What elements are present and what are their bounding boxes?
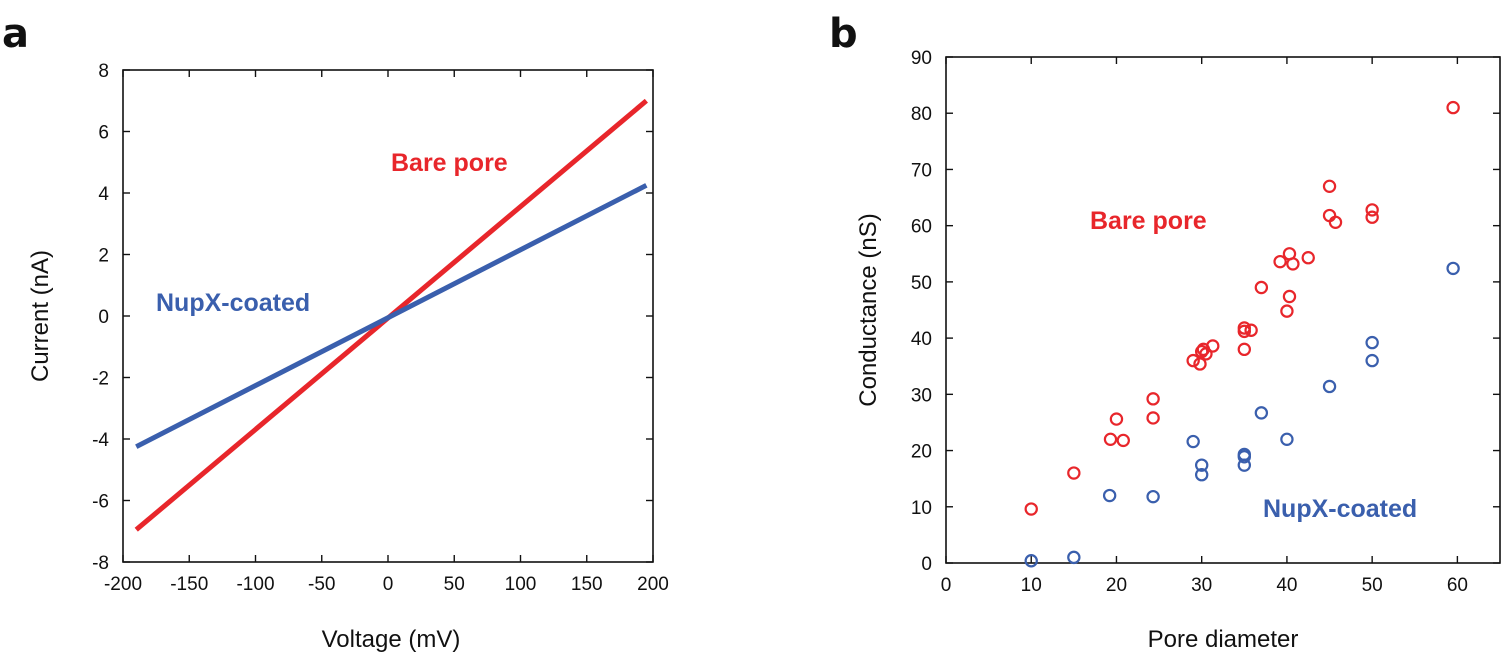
x-tick-label-0: -50 [308, 574, 335, 595]
data-point-nupx-coated [1237, 458, 1252, 472]
data-point-nupx-coated [1194, 468, 1209, 482]
y-axis-title-b: Conductance (nS) [855, 213, 882, 406]
data-point-nupx-coated [1186, 434, 1200, 449]
x-tick-label-0: 100 [505, 574, 537, 595]
y-tick-label-0: -8 [92, 553, 109, 574]
data-point-bare-pore [1103, 432, 1118, 447]
y-tick-label-1: 0 [921, 554, 932, 575]
data-point-nupx-coated [1446, 261, 1460, 276]
x-tick-label-0: 0 [383, 574, 394, 595]
x-tick-label-0: -200 [104, 574, 142, 595]
data-point-nupx-coated [1365, 353, 1379, 368]
data-point-bare-pore [1146, 411, 1160, 425]
data-point-bare-pore [1186, 353, 1200, 368]
x-axis-title-b: Pore diameter [1148, 626, 1299, 653]
data-point-bare-pore [1193, 357, 1207, 371]
data-point-bare-pore [1365, 210, 1379, 224]
y-tick-label-1: 70 [911, 160, 932, 181]
y-axis-title-a: Current (nA) [27, 250, 54, 382]
data-point-bare-pore [1109, 412, 1124, 426]
series-line-nupx-coated [135, 183, 648, 449]
series-label-nupx-coated-a: NupX-coated [156, 289, 310, 317]
series-label-nupx-coated-b: NupX-coated [1263, 495, 1417, 523]
x-tick-label-0: 50 [444, 574, 465, 595]
data-point-nupx-coated [1102, 488, 1117, 503]
data-point-bare-pore [1365, 203, 1379, 217]
data-point-nupx-coated [1194, 458, 1209, 472]
y-tick-label-1: 30 [911, 385, 932, 406]
x-tick-label-1: 60 [1447, 575, 1468, 596]
x-tick-label-0: 150 [571, 574, 603, 595]
series-label-bare-pore-a: Bare pore [391, 149, 508, 177]
y-tick-label-1: 90 [911, 48, 932, 69]
data-point-nupx-coated [1067, 550, 1081, 565]
data-point-bare-pore [1146, 392, 1160, 406]
y-tick-label-0: -4 [92, 430, 109, 451]
data-point-bare-pore [1067, 466, 1081, 480]
y-tick-label-0: 0 [98, 307, 109, 328]
y-tick-label-1: 10 [911, 498, 932, 519]
data-point-bare-pore [1273, 254, 1287, 269]
x-tick-label-0: -150 [170, 574, 208, 595]
y-tick-label-0: 2 [98, 246, 109, 267]
y-tick-label-0: -6 [92, 492, 109, 513]
data-point-bare-pore [1322, 179, 1337, 194]
data-point-bare-pore [1328, 215, 1343, 229]
data-point-nupx-coated [1322, 379, 1337, 394]
x-tick-label-1: 0 [941, 575, 952, 596]
data-point-bare-pore [1206, 339, 1220, 353]
data-point-bare-pore [1254, 280, 1269, 295]
data-point-bare-pore [1199, 347, 1213, 361]
plot-frame-b [945, 56, 1501, 564]
data-point-nupx-coated [1280, 432, 1294, 447]
data-point-bare-pore [1244, 323, 1258, 337]
data-point-bare-pore [1446, 100, 1460, 115]
data-point-bare-pore [1282, 289, 1297, 304]
data-point-nupx-coated [1024, 554, 1038, 568]
y-tick-label-0: -2 [92, 369, 109, 390]
x-axis-title-a: Voltage (mV) [322, 626, 461, 653]
x-tick-label-1: 30 [1191, 575, 1212, 596]
data-point-bare-pore [1237, 321, 1252, 335]
data-point-nupx-coated [1237, 450, 1252, 464]
x-tick-label-1: 20 [1106, 575, 1127, 596]
x-tick-label-1: 10 [1021, 575, 1042, 596]
data-point-bare-pore [1280, 304, 1294, 318]
data-point-nupx-coated [1254, 406, 1269, 420]
panel-letter-a: a [2, 11, 29, 57]
y-tick-label-1: 80 [911, 104, 932, 125]
data-point-nupx-coated [1146, 489, 1160, 504]
x-tick-label-1: 50 [1362, 575, 1383, 596]
panel-letter-b: b [829, 11, 858, 57]
data-point-bare-pore [1286, 257, 1300, 271]
data-point-bare-pore [1301, 251, 1315, 265]
y-tick-label-0: 8 [98, 61, 109, 82]
series-label-bare-pore-b: Bare pore [1090, 207, 1207, 235]
data-point-bare-pore [1116, 433, 1130, 448]
y-tick-label-1: 60 [911, 217, 932, 238]
data-point-bare-pore [1237, 342, 1252, 357]
x-tick-label-1: 40 [1276, 575, 1297, 596]
voltage-current-chart: -200 -150 -100 -50 0 50 100 150 200 -8 -6 -4 -2 0 2 4 6 8… [27, 61, 669, 653]
y-tick-label-1: 50 [911, 273, 932, 294]
data-point-bare-pore [1024, 502, 1038, 516]
x-tick-label-0: -100 [236, 574, 274, 595]
conductance-diameter-chart: 0 10 20 30 40 50 60 0 10 20 30 40 50 60 70 80 90 Pore di… [855, 48, 1501, 653]
y-tick-label-0: 6 [98, 123, 109, 144]
y-tick-label-1: 40 [911, 329, 932, 350]
y-tick-label-1: 20 [911, 442, 932, 463]
y-tick-label-0: 4 [98, 184, 109, 205]
data-point-nupx-coated [1365, 335, 1379, 350]
x-tick-label-0: 200 [637, 574, 669, 595]
